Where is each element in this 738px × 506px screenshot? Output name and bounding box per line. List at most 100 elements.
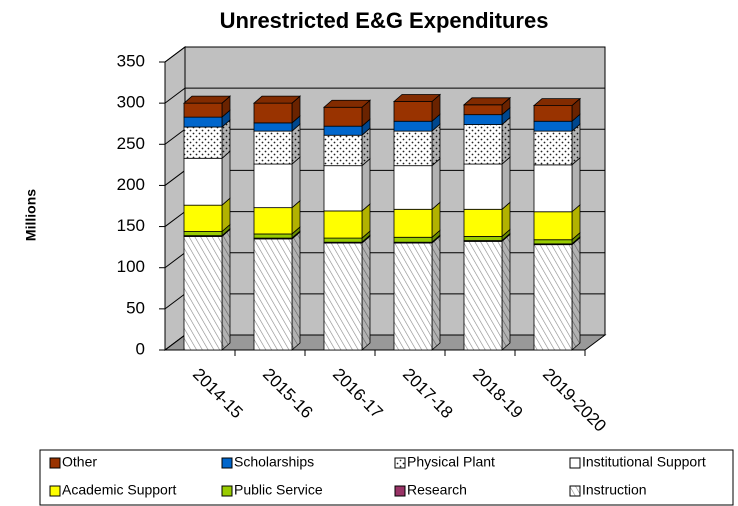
bar-segment (533, 239, 573, 245)
legend-swatch (221, 457, 233, 469)
bar-segment (463, 104, 503, 116)
bar-segment (393, 165, 433, 210)
bar-side-shade (362, 119, 370, 136)
bar-side-shade (572, 114, 580, 132)
bar-segment (533, 244, 573, 351)
bar-side-shade (222, 96, 230, 118)
bar-segment (183, 116, 223, 128)
bar-segment (323, 242, 363, 351)
bar-segment (253, 233, 293, 239)
bar-side-shade (502, 107, 510, 125)
bar-segment (183, 102, 223, 118)
bar-segment (323, 125, 363, 136)
legend-label: Instruction (582, 482, 647, 498)
bar-segment (393, 242, 433, 351)
bar-top-shade (254, 96, 300, 104)
bar-segment (323, 106, 363, 127)
bar-segment (323, 210, 363, 239)
bar-segment (533, 164, 573, 213)
bar-top-shade (184, 96, 230, 104)
bar-top-shade (464, 97, 510, 105)
bar-side-shade (572, 124, 580, 165)
bar-top (532, 98, 582, 107)
bar-side-shade (502, 202, 510, 237)
bar-segment (533, 130, 573, 166)
legend-swatch (569, 485, 581, 497)
bar-side-shade (502, 157, 510, 210)
grid-line (164, 46, 605, 63)
bar-side-shade (572, 204, 580, 240)
bar-segment (463, 114, 503, 125)
x-tick-label: 2018-19 (469, 365, 527, 423)
bar-side-shade (222, 120, 230, 159)
legend-label: Other (62, 454, 97, 470)
bar-side-shade (572, 232, 580, 244)
bar-segment (183, 126, 223, 159)
bar-top (182, 95, 232, 104)
bar-side-shade (292, 226, 300, 239)
bar-top (322, 99, 372, 108)
legend-swatch (49, 457, 61, 469)
bar-top-shade (534, 98, 580, 106)
bar-segment (463, 163, 503, 210)
legend-label: Public Service (234, 482, 323, 498)
bar-segment (393, 236, 433, 243)
y-axis-label: Millions (23, 189, 39, 241)
bar-side-shade (362, 231, 370, 243)
bar-segment (533, 105, 573, 122)
x-tick-label: 2017-18 (399, 365, 457, 423)
bar-side-shade (362, 203, 370, 239)
y-tick-label: 50 (126, 298, 145, 317)
bar-side-shade (362, 158, 370, 211)
legend-swatch (394, 485, 406, 497)
bar-side-shade (292, 115, 300, 132)
grid-line (164, 87, 605, 104)
side-wall (164, 46, 186, 351)
legend-label: Institutional Support (582, 454, 706, 470)
bar-segment (463, 208, 503, 237)
y-tick-label: 200 (117, 175, 145, 194)
bar-segment (183, 236, 223, 351)
bar-segment (183, 157, 223, 206)
bar-side-shade (292, 124, 300, 165)
bar-segment (183, 231, 223, 237)
bar-top (252, 95, 302, 104)
bar-side-shade (432, 158, 440, 210)
bar-side-shade (502, 234, 510, 350)
legend-swatch (221, 485, 233, 497)
bar-side-shade (432, 202, 440, 238)
bar-segment (253, 207, 293, 235)
y-tick-label: 300 (117, 93, 145, 112)
bar-segment (253, 238, 293, 351)
bar-segment (323, 134, 363, 167)
bar-side-shade (222, 229, 230, 350)
bar-side-shade (432, 230, 440, 243)
bar-segment (463, 236, 503, 241)
y-tick-label: 100 (117, 257, 145, 276)
bar-side-shade (222, 151, 230, 206)
bar-side-shade (222, 110, 230, 128)
chart-title: Unrestricted E&G Expenditures (220, 8, 549, 33)
bar-side-shade (292, 231, 300, 350)
bar-side-shade (222, 198, 230, 232)
bar-top (462, 97, 512, 106)
bars (182, 93, 582, 351)
bar-segment (393, 208, 433, 238)
legend-box (39, 449, 734, 506)
bar-side-shade (432, 236, 440, 350)
bar-segment (463, 124, 503, 165)
bar-side-shade (572, 157, 580, 212)
bar-side-shade (362, 100, 370, 127)
bar-segment (183, 204, 223, 232)
x-tick-label: 2019-2020 (539, 365, 610, 436)
bar-side-shade (502, 117, 510, 165)
bar-segment (393, 130, 433, 167)
bar-top (392, 94, 442, 102)
bar-segment (323, 237, 363, 243)
legend-label: Scholarships (234, 454, 314, 470)
bar-side-shade (292, 200, 300, 234)
bar-top-shade (394, 94, 440, 102)
legend: Other Scholarships Physical Plant Instituti… (49, 454, 706, 498)
x-tick-label: 2015-16 (259, 365, 317, 423)
x-tick-label: 2016-17 (329, 365, 387, 423)
